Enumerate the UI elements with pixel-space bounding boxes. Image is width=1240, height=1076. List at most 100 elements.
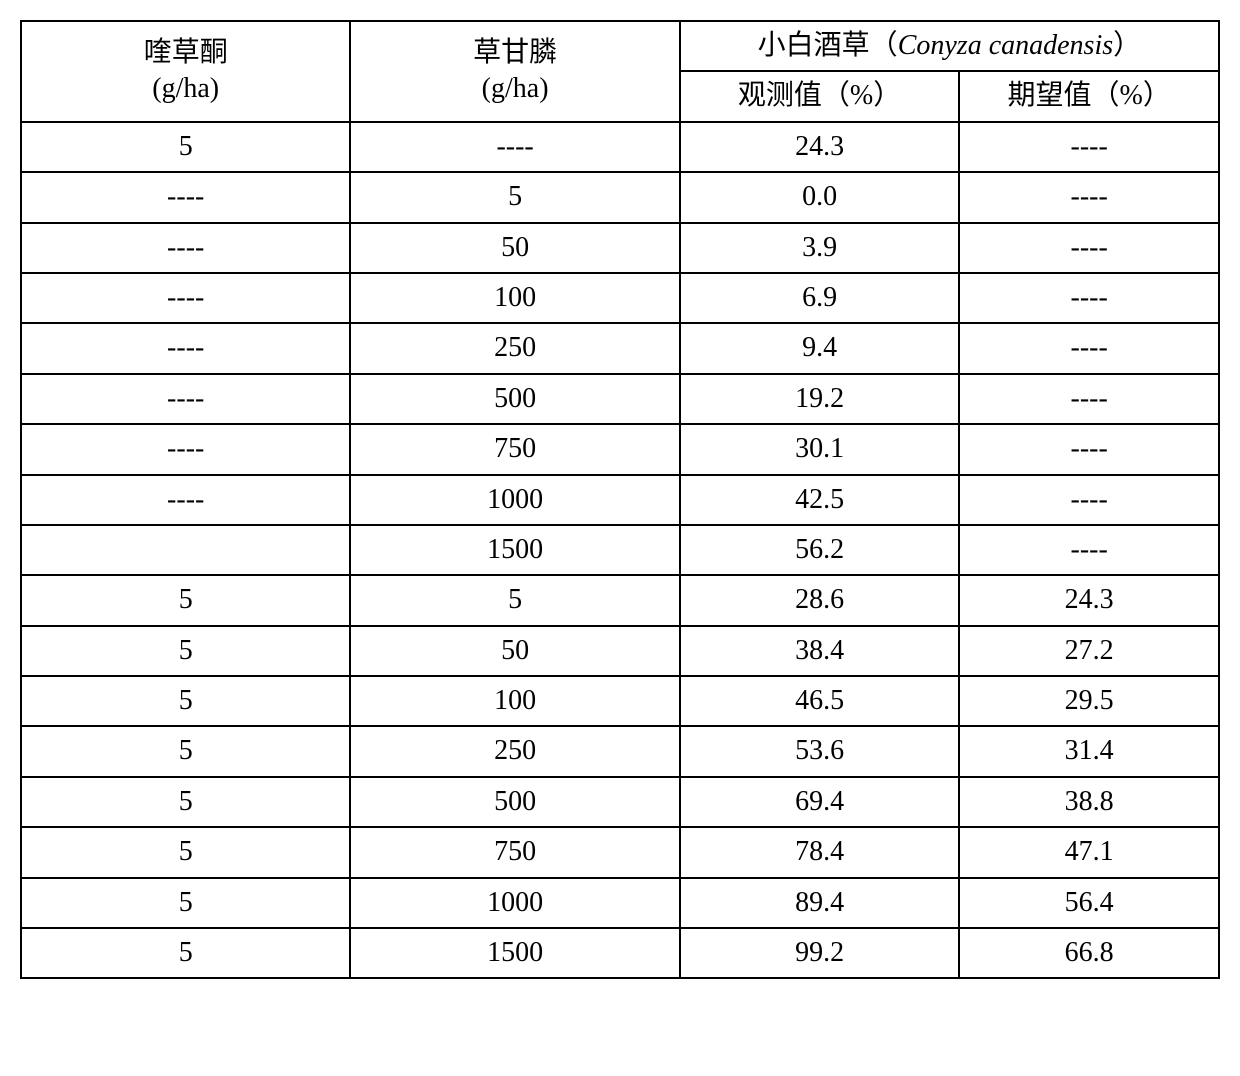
table-row: 575078.447.1 bbox=[21, 827, 1219, 877]
table-row: 5528.624.3 bbox=[21, 575, 1219, 625]
header-col2-line1: 草甘膦 bbox=[473, 37, 557, 68]
cell-glyphosate: 5 bbox=[350, 575, 679, 625]
cell-glyphosate: 5 bbox=[350, 172, 679, 222]
cell-quinclorac: 5 bbox=[21, 676, 350, 726]
cell-glyphosate: 100 bbox=[350, 676, 679, 726]
table-row: ----503.9---- bbox=[21, 223, 1219, 273]
cell-expected: 29.5 bbox=[959, 676, 1219, 726]
cell-glyphosate: 50 bbox=[350, 223, 679, 273]
table-row: ----1006.9---- bbox=[21, 273, 1219, 323]
cell-expected: ---- bbox=[959, 475, 1219, 525]
cell-observed: 19.2 bbox=[680, 374, 960, 424]
header-col3-sub: 观测值（%） bbox=[680, 71, 960, 121]
cell-observed: 24.3 bbox=[680, 122, 960, 172]
cell-observed: 6.9 bbox=[680, 273, 960, 323]
cell-quinclorac: ---- bbox=[21, 374, 350, 424]
cell-glyphosate: 50 bbox=[350, 626, 679, 676]
header-col2-line2: (g/ha) bbox=[482, 73, 549, 104]
table-row: 550069.438.8 bbox=[21, 777, 1219, 827]
header-species-suffix: ） bbox=[1113, 30, 1141, 61]
table-row: 55038.427.2 bbox=[21, 626, 1219, 676]
cell-quinclorac: 5 bbox=[21, 575, 350, 625]
cell-expected: ---- bbox=[959, 374, 1219, 424]
table-row: ----100042.5---- bbox=[21, 475, 1219, 525]
table-row: 5150099.266.8 bbox=[21, 928, 1219, 978]
cell-glyphosate: 1500 bbox=[350, 525, 679, 575]
cell-observed: 38.4 bbox=[680, 626, 960, 676]
cell-glyphosate: 250 bbox=[350, 726, 679, 776]
cell-glyphosate: 1000 bbox=[350, 475, 679, 525]
cell-quinclorac: 5 bbox=[21, 928, 350, 978]
cell-glyphosate: 1500 bbox=[350, 928, 679, 978]
cell-expected: 56.4 bbox=[959, 878, 1219, 928]
cell-expected: ---- bbox=[959, 424, 1219, 474]
cell-glyphosate: 1000 bbox=[350, 878, 679, 928]
cell-observed: 3.9 bbox=[680, 223, 960, 273]
cell-expected: ---- bbox=[959, 122, 1219, 172]
header-col1-line1: 喹草酮 bbox=[144, 37, 228, 68]
cell-quinclorac: ---- bbox=[21, 424, 350, 474]
cell-observed: 0.0 bbox=[680, 172, 960, 222]
table-row: 525053.631.4 bbox=[21, 726, 1219, 776]
cell-expected: ---- bbox=[959, 525, 1219, 575]
cell-quinclorac: ---- bbox=[21, 273, 350, 323]
table-body: 5----24.3--------50.0--------503.9------… bbox=[21, 122, 1219, 979]
cell-expected: ---- bbox=[959, 323, 1219, 373]
cell-expected: ---- bbox=[959, 273, 1219, 323]
table-row: ----2509.4---- bbox=[21, 323, 1219, 373]
table-header: 喹草酮 (g/ha) 草甘膦 (g/ha) 小白酒草（Conyza canade… bbox=[21, 21, 1219, 122]
cell-observed: 30.1 bbox=[680, 424, 960, 474]
cell-observed: 69.4 bbox=[680, 777, 960, 827]
header-col4-sub: 期望值（%） bbox=[959, 71, 1219, 121]
cell-expected: 47.1 bbox=[959, 827, 1219, 877]
cell-observed: 78.4 bbox=[680, 827, 960, 877]
cell-quinclorac: 5 bbox=[21, 878, 350, 928]
cell-observed: 9.4 bbox=[680, 323, 960, 373]
cell-observed: 89.4 bbox=[680, 878, 960, 928]
cell-glyphosate: 750 bbox=[350, 424, 679, 474]
cell-quinclorac: 5 bbox=[21, 626, 350, 676]
table-row: 5----24.3---- bbox=[21, 122, 1219, 172]
cell-glyphosate: 100 bbox=[350, 273, 679, 323]
header-col1-line2: (g/ha) bbox=[152, 73, 219, 104]
cell-observed: 53.6 bbox=[680, 726, 960, 776]
header-species-prefix: 小白酒草（ bbox=[758, 30, 898, 61]
table-row: 510046.529.5 bbox=[21, 676, 1219, 726]
cell-quinclorac: 5 bbox=[21, 827, 350, 877]
cell-quinclorac: 5 bbox=[21, 122, 350, 172]
cell-expected: 24.3 bbox=[959, 575, 1219, 625]
cell-quinclorac: ---- bbox=[21, 475, 350, 525]
cell-expected: 38.8 bbox=[959, 777, 1219, 827]
cell-expected: 66.8 bbox=[959, 928, 1219, 978]
cell-expected: ---- bbox=[959, 223, 1219, 273]
cell-quinclorac bbox=[21, 525, 350, 575]
cell-quinclorac: ---- bbox=[21, 223, 350, 273]
header-col2: 草甘膦 (g/ha) bbox=[350, 21, 679, 122]
cell-glyphosate: 500 bbox=[350, 777, 679, 827]
cell-quinclorac: 5 bbox=[21, 726, 350, 776]
herbicide-data-table: 喹草酮 (g/ha) 草甘膦 (g/ha) 小白酒草（Conyza canade… bbox=[20, 20, 1220, 979]
header-species-latin: Conyza canadensis bbox=[898, 30, 1113, 61]
cell-observed: 99.2 bbox=[680, 928, 960, 978]
table-row: 150056.2---- bbox=[21, 525, 1219, 575]
cell-glyphosate: 750 bbox=[350, 827, 679, 877]
cell-observed: 28.6 bbox=[680, 575, 960, 625]
cell-quinclorac: ---- bbox=[21, 323, 350, 373]
cell-quinclorac: ---- bbox=[21, 172, 350, 222]
table-row: ----75030.1---- bbox=[21, 424, 1219, 474]
cell-expected: 27.2 bbox=[959, 626, 1219, 676]
cell-observed: 56.2 bbox=[680, 525, 960, 575]
header-col34-merged: 小白酒草（Conyza canadensis） bbox=[680, 21, 1219, 71]
cell-quinclorac: 5 bbox=[21, 777, 350, 827]
table-row: ----50019.2---- bbox=[21, 374, 1219, 424]
cell-glyphosate: 500 bbox=[350, 374, 679, 424]
header-col1: 喹草酮 (g/ha) bbox=[21, 21, 350, 122]
cell-glyphosate: 250 bbox=[350, 323, 679, 373]
table-row: ----50.0---- bbox=[21, 172, 1219, 222]
cell-observed: 42.5 bbox=[680, 475, 960, 525]
header-row-1: 喹草酮 (g/ha) 草甘膦 (g/ha) 小白酒草（Conyza canade… bbox=[21, 21, 1219, 71]
cell-expected: 31.4 bbox=[959, 726, 1219, 776]
cell-glyphosate: ---- bbox=[350, 122, 679, 172]
table-row: 5100089.456.4 bbox=[21, 878, 1219, 928]
cell-expected: ---- bbox=[959, 172, 1219, 222]
